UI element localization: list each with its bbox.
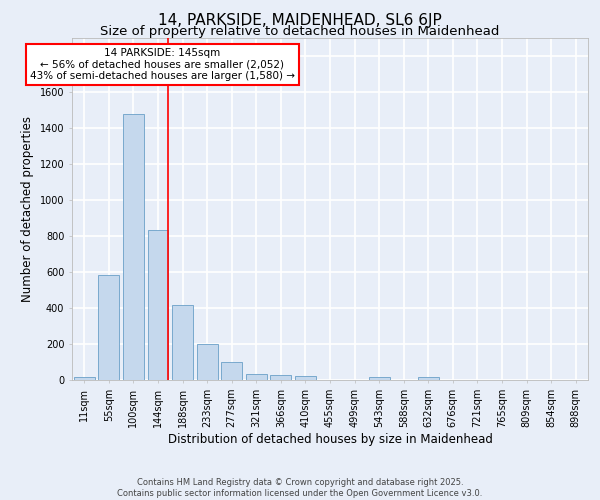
Bar	[295, 376, 316, 380]
Bar	[74, 378, 95, 380]
Bar	[123, 114, 144, 380]
X-axis label: Distribution of detached houses by size in Maidenhead: Distribution of detached houses by size …	[167, 432, 493, 446]
Text: 14, PARKSIDE, MAIDENHEAD, SL6 6JP: 14, PARKSIDE, MAIDENHEAD, SL6 6JP	[158, 12, 442, 28]
Text: 14 PARKSIDE: 145sqm
← 56% of detached houses are smaller (2,052)
43% of semi-det: 14 PARKSIDE: 145sqm ← 56% of detached ho…	[30, 48, 295, 81]
Bar	[246, 374, 267, 380]
Bar	[172, 305, 193, 380]
Bar	[148, 230, 169, 380]
Y-axis label: Number of detached properties: Number of detached properties	[21, 116, 34, 302]
Text: Contains HM Land Registry data © Crown copyright and database right 2025.
Contai: Contains HM Land Registry data © Crown c…	[118, 478, 482, 498]
Bar	[271, 376, 292, 380]
Bar	[98, 274, 119, 380]
Bar	[197, 344, 218, 380]
Text: Size of property relative to detached houses in Maidenhead: Size of property relative to detached ho…	[100, 25, 500, 38]
Bar	[368, 378, 389, 380]
Bar	[221, 362, 242, 380]
Bar	[418, 378, 439, 380]
